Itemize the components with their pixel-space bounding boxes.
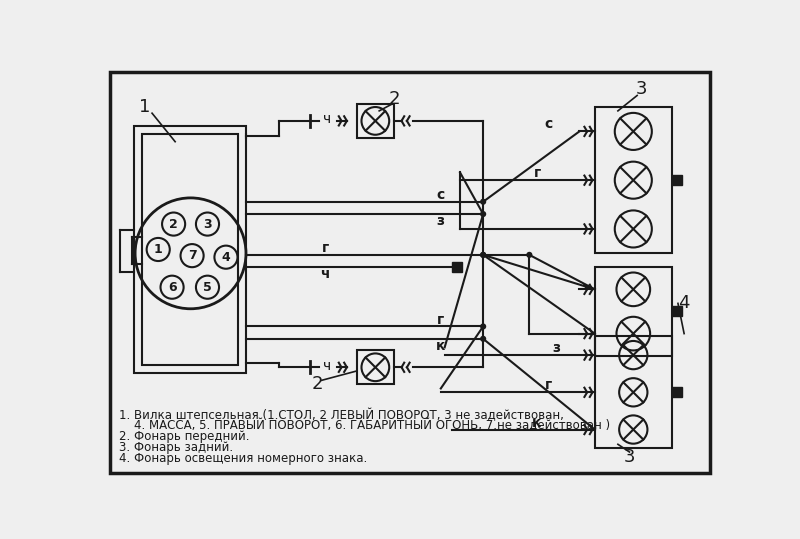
Text: 3: 3 — [624, 448, 635, 466]
Bar — [594, 336, 672, 448]
Text: 3: 3 — [635, 80, 646, 98]
Text: ч: ч — [323, 359, 331, 373]
Bar — [134, 126, 246, 372]
Text: 2: 2 — [312, 375, 323, 393]
Circle shape — [480, 252, 486, 258]
Text: 7: 7 — [188, 249, 197, 262]
Text: 4. МАССА, 5. ПРАВЫЙ ПОВОРОТ, 6. ГАБАРИТНЫЙ ОГОНЬ, 7.не задействован ): 4. МАССА, 5. ПРАВЫЙ ПОВОРОТ, 6. ГАБАРИТН… — [119, 419, 610, 432]
Text: с: с — [545, 118, 553, 132]
Circle shape — [480, 211, 486, 217]
Text: 3: 3 — [203, 218, 212, 231]
Circle shape — [480, 252, 486, 258]
Text: к: к — [436, 338, 446, 353]
Text: 2: 2 — [389, 91, 400, 108]
Circle shape — [480, 336, 486, 342]
Text: ч: ч — [323, 112, 331, 126]
Bar — [142, 134, 238, 365]
Circle shape — [480, 323, 486, 329]
Text: 4: 4 — [222, 251, 230, 264]
Text: г: г — [545, 378, 552, 392]
Text: з: з — [552, 341, 560, 355]
Text: 4: 4 — [678, 294, 689, 313]
Text: 1: 1 — [154, 243, 162, 256]
Text: 3. Фонарь задний.: 3. Фонарь задний. — [119, 441, 233, 454]
Text: г: г — [437, 313, 445, 327]
Bar — [672, 307, 682, 316]
Text: с: с — [437, 188, 445, 202]
Text: 5: 5 — [203, 281, 212, 294]
Text: 6: 6 — [168, 281, 176, 294]
Bar — [357, 104, 394, 138]
Text: г: г — [322, 241, 329, 255]
Text: з: з — [437, 214, 445, 228]
Circle shape — [526, 252, 533, 258]
Bar — [452, 262, 462, 272]
Bar — [672, 388, 682, 397]
Text: ч: ч — [321, 267, 330, 281]
Circle shape — [480, 199, 486, 205]
Bar — [672, 175, 682, 185]
Text: 2: 2 — [170, 218, 178, 231]
Bar — [594, 107, 672, 253]
Text: 2. Фонарь передний.: 2. Фонарь передний. — [119, 430, 250, 443]
Bar — [357, 350, 394, 384]
Text: 1: 1 — [138, 98, 150, 116]
Bar — [594, 267, 672, 356]
Text: 1. Вилка штепсельная (1.СТОЛ, 2 ЛЕВЫЙ ПОВОРОТ, 3 не задействован,: 1. Вилка штепсельная (1.СТОЛ, 2 ЛЕВЫЙ ПО… — [119, 409, 564, 421]
Text: г: г — [534, 166, 541, 180]
Text: к: к — [532, 416, 542, 430]
Text: 4. Фонарь освещения номерного знака.: 4. Фонарь освещения номерного знака. — [119, 452, 367, 465]
